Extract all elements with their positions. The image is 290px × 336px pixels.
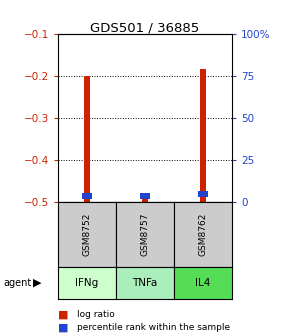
Bar xyxy=(142,193,148,202)
Text: TNFa: TNFa xyxy=(132,278,158,288)
Text: GSM8757: GSM8757 xyxy=(140,213,150,256)
Text: GDS501 / 36885: GDS501 / 36885 xyxy=(90,22,200,35)
Text: log ratio: log ratio xyxy=(77,310,115,319)
Bar xyxy=(82,193,92,199)
Text: IFNg: IFNg xyxy=(75,278,99,288)
Bar xyxy=(84,76,90,202)
Text: GSM8752: GSM8752 xyxy=(82,213,92,256)
Text: agent: agent xyxy=(3,278,31,288)
Bar xyxy=(198,191,208,197)
Bar xyxy=(200,69,206,202)
Text: ■: ■ xyxy=(58,323,68,333)
Text: ■: ■ xyxy=(58,309,68,319)
Text: GSM8762: GSM8762 xyxy=(198,213,208,256)
Bar xyxy=(140,193,150,199)
Text: percentile rank within the sample: percentile rank within the sample xyxy=(77,323,230,332)
Text: ▶: ▶ xyxy=(33,278,42,288)
Text: IL4: IL4 xyxy=(195,278,211,288)
